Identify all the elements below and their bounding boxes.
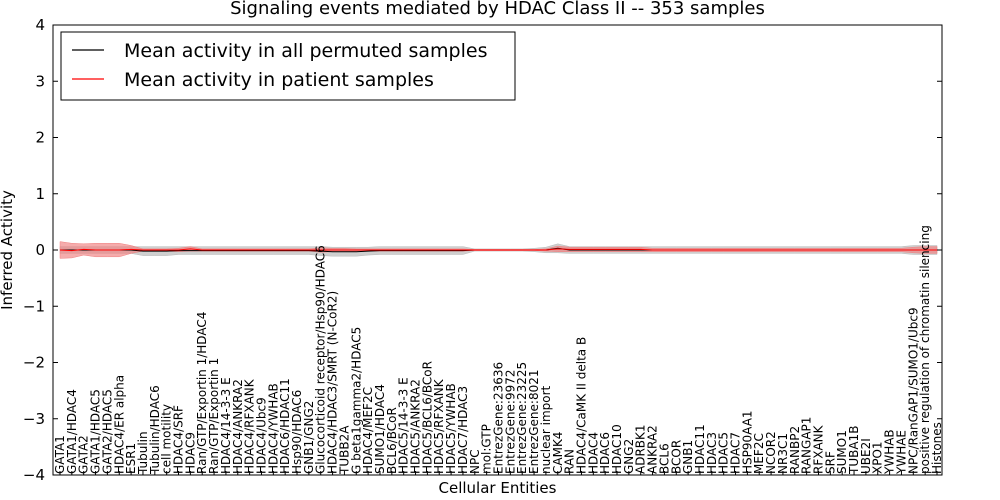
y-axis-ticks: 4 3 2 1 0 −1 −2 −3 −4 — [23, 16, 942, 484]
x-category-label: HDAC5/RFXANK — [432, 378, 446, 474]
y-tick-label: 2 — [35, 129, 45, 147]
x-category-label: HDAC4/YWHAB — [266, 383, 280, 474]
x-category-label: GATA1 — [53, 435, 67, 474]
x-category-label: G beta1gamma2/HDAC5 — [349, 327, 363, 474]
x-category-label: SRF — [823, 451, 837, 474]
x-category-label: HDAC7 — [729, 432, 743, 474]
x-category-labels: GATA1GATA1/HDAC4GATA2GATA1/HDAC5GATA2/HD… — [53, 225, 944, 475]
x-category-label: GATA2/HDAC5 — [100, 389, 114, 474]
x-category-label: HDAC4/CaMK II delta B — [575, 337, 589, 474]
legend-label-permuted: Mean activity in all permuted samples — [124, 40, 487, 62]
x-category-label: RAN — [563, 449, 577, 474]
x-category-label: HDAC4/ER alpha — [112, 375, 126, 474]
y-tick-label: −3 — [23, 410, 45, 428]
x-category-label: BCOR — [669, 440, 683, 474]
x-category-label: SUMO1 — [835, 430, 849, 474]
x-category-label: HDAC11 — [693, 424, 707, 474]
x-category-label: HDAC10 — [610, 424, 624, 474]
x-category-label: ADRBK1 — [634, 424, 648, 474]
legend: Mean activity in all permuted samples Me… — [60, 31, 516, 101]
x-category-label: GATA1/HDAC4 — [65, 389, 79, 474]
x-category-label: HSP90AA1 — [740, 410, 754, 474]
x-category-label: MEF2C — [752, 433, 766, 474]
x-category-label: HDAC4/RFXANK — [243, 378, 257, 474]
x-category-label: CAMK4 — [551, 432, 565, 474]
x-category-label: EntrezGene:23225 — [515, 362, 529, 474]
x-category-label: Ran/GTP/Exportin 1/HDAC4 — [195, 312, 209, 474]
x-category-label: Glucocorticoid receptor/Hsp90/HDAC6 — [314, 245, 328, 474]
x-category-label: TUBA1B — [847, 426, 861, 475]
x-category-label: Ran/GTP/Exportin 1 — [207, 358, 221, 474]
x-category-label: HDAC5 — [717, 432, 731, 474]
x-category-label: YWHAE — [894, 430, 908, 475]
x-category-label: GNB1 — [681, 440, 695, 474]
x-category-label: XPO1 — [871, 441, 885, 474]
x-category-label: EntrezGene:9972 — [503, 370, 517, 475]
y-tick-label: 0 — [35, 241, 45, 259]
legend-box — [60, 31, 516, 101]
x-category-label: ANKRA2 — [646, 425, 660, 474]
x-category-label: positive regulation of chromatin silenci… — [918, 225, 932, 474]
x-category-label: ESR1 — [124, 443, 138, 474]
legend-label-patient: Mean activity in patient samples — [124, 69, 434, 91]
x-category-label: Tubulin — [136, 431, 150, 475]
x-category-label: Tubulin/HDAC6 — [148, 385, 162, 475]
x-category-label: HDAC4/HDAC3/SMRT (N-CoR2) — [326, 291, 340, 474]
x-category-label: UBE2I — [859, 438, 873, 474]
line-series-1 — [59, 248, 937, 252]
x-category-label: HDAC7/HDAC3 — [456, 386, 470, 474]
x-category-label: HDAC4 — [586, 432, 600, 474]
y-tick-label: 3 — [35, 72, 45, 90]
series-lines — [59, 247, 937, 253]
x-category-label: GATA2 — [77, 435, 91, 474]
x-category-label: RANGAP1 — [800, 417, 814, 474]
x-category-label: HDAC3 — [705, 432, 719, 474]
x-category-label: HDAC4/Ubc9 — [255, 397, 269, 474]
x-category-label: Hsp90/HDAC6 — [290, 390, 304, 474]
x-category-label: RANBP2 — [788, 426, 802, 474]
y-tick-label: −2 — [23, 354, 45, 372]
x-category-label: GNG2 — [622, 439, 636, 474]
x-category-label: HDAC5/14-3-3 E — [397, 377, 411, 474]
x-category-label: HDAC6 — [598, 432, 612, 474]
y-tick-label: 4 — [35, 16, 45, 34]
x-category-label: NCOR2 — [764, 431, 778, 474]
x-category-label: YWHAB — [883, 429, 897, 475]
x-category-label: HDAC5/BCL6/BCoR — [420, 361, 434, 474]
x-category-label: SUMO1/HDAC4 — [373, 384, 387, 474]
x-category-label: cell motility — [160, 404, 174, 474]
x-category-label: HDAC5/YWHAB — [444, 383, 458, 474]
x-category-label: TUBB2A — [337, 425, 351, 475]
x-axis-label: Cellular Entities — [439, 479, 557, 497]
x-category-label: HDAC5/ANKRA2 — [409, 379, 423, 474]
y-tick-label: −4 — [23, 466, 45, 484]
x-category-label: HDAC4/14-3-3 E — [219, 377, 233, 474]
x-category-label: NR3C1 — [776, 433, 790, 474]
x-category-label: NPC/RanGAP1/SUMO1/Ubc9 — [906, 307, 920, 474]
x-category-label: nuclear import — [539, 385, 553, 474]
x-category-label: GATA1/HDAC5 — [89, 389, 103, 474]
x-category-label: EntrezGene:23636 — [492, 362, 506, 474]
chart-title: Signaling events mediated by HDAC Class … — [230, 0, 765, 19]
x-category-label: BCL6/BCoR — [385, 407, 399, 474]
x-category-label: HDAC9 — [183, 432, 197, 474]
plot-frame — [52, 24, 943, 476]
x-category-label: RFXANK — [812, 424, 826, 474]
y-tick-label: 1 — [35, 185, 45, 203]
x-category-label: EntrezGene:8021 — [527, 370, 541, 475]
x-category-label: Histones — [930, 422, 944, 474]
y-axis-label: Inferred Activity — [0, 190, 16, 310]
x-category-label: BCL6 — [657, 443, 671, 474]
x-category-label: mol:GTP — [480, 424, 494, 474]
x-category-label: HDAC4/MEF2C — [361, 387, 375, 474]
x-category-label: HDAC4/ANKRA2 — [231, 379, 245, 474]
x-category-label: GNB1/GNG2 — [302, 401, 316, 474]
x-category-label: HDAC4/SRF — [172, 405, 186, 474]
x-category-label: NPC — [468, 449, 482, 474]
x-category-label: HDAC6/HDAC11 — [278, 378, 292, 474]
y-tick-label: −1 — [23, 297, 45, 315]
